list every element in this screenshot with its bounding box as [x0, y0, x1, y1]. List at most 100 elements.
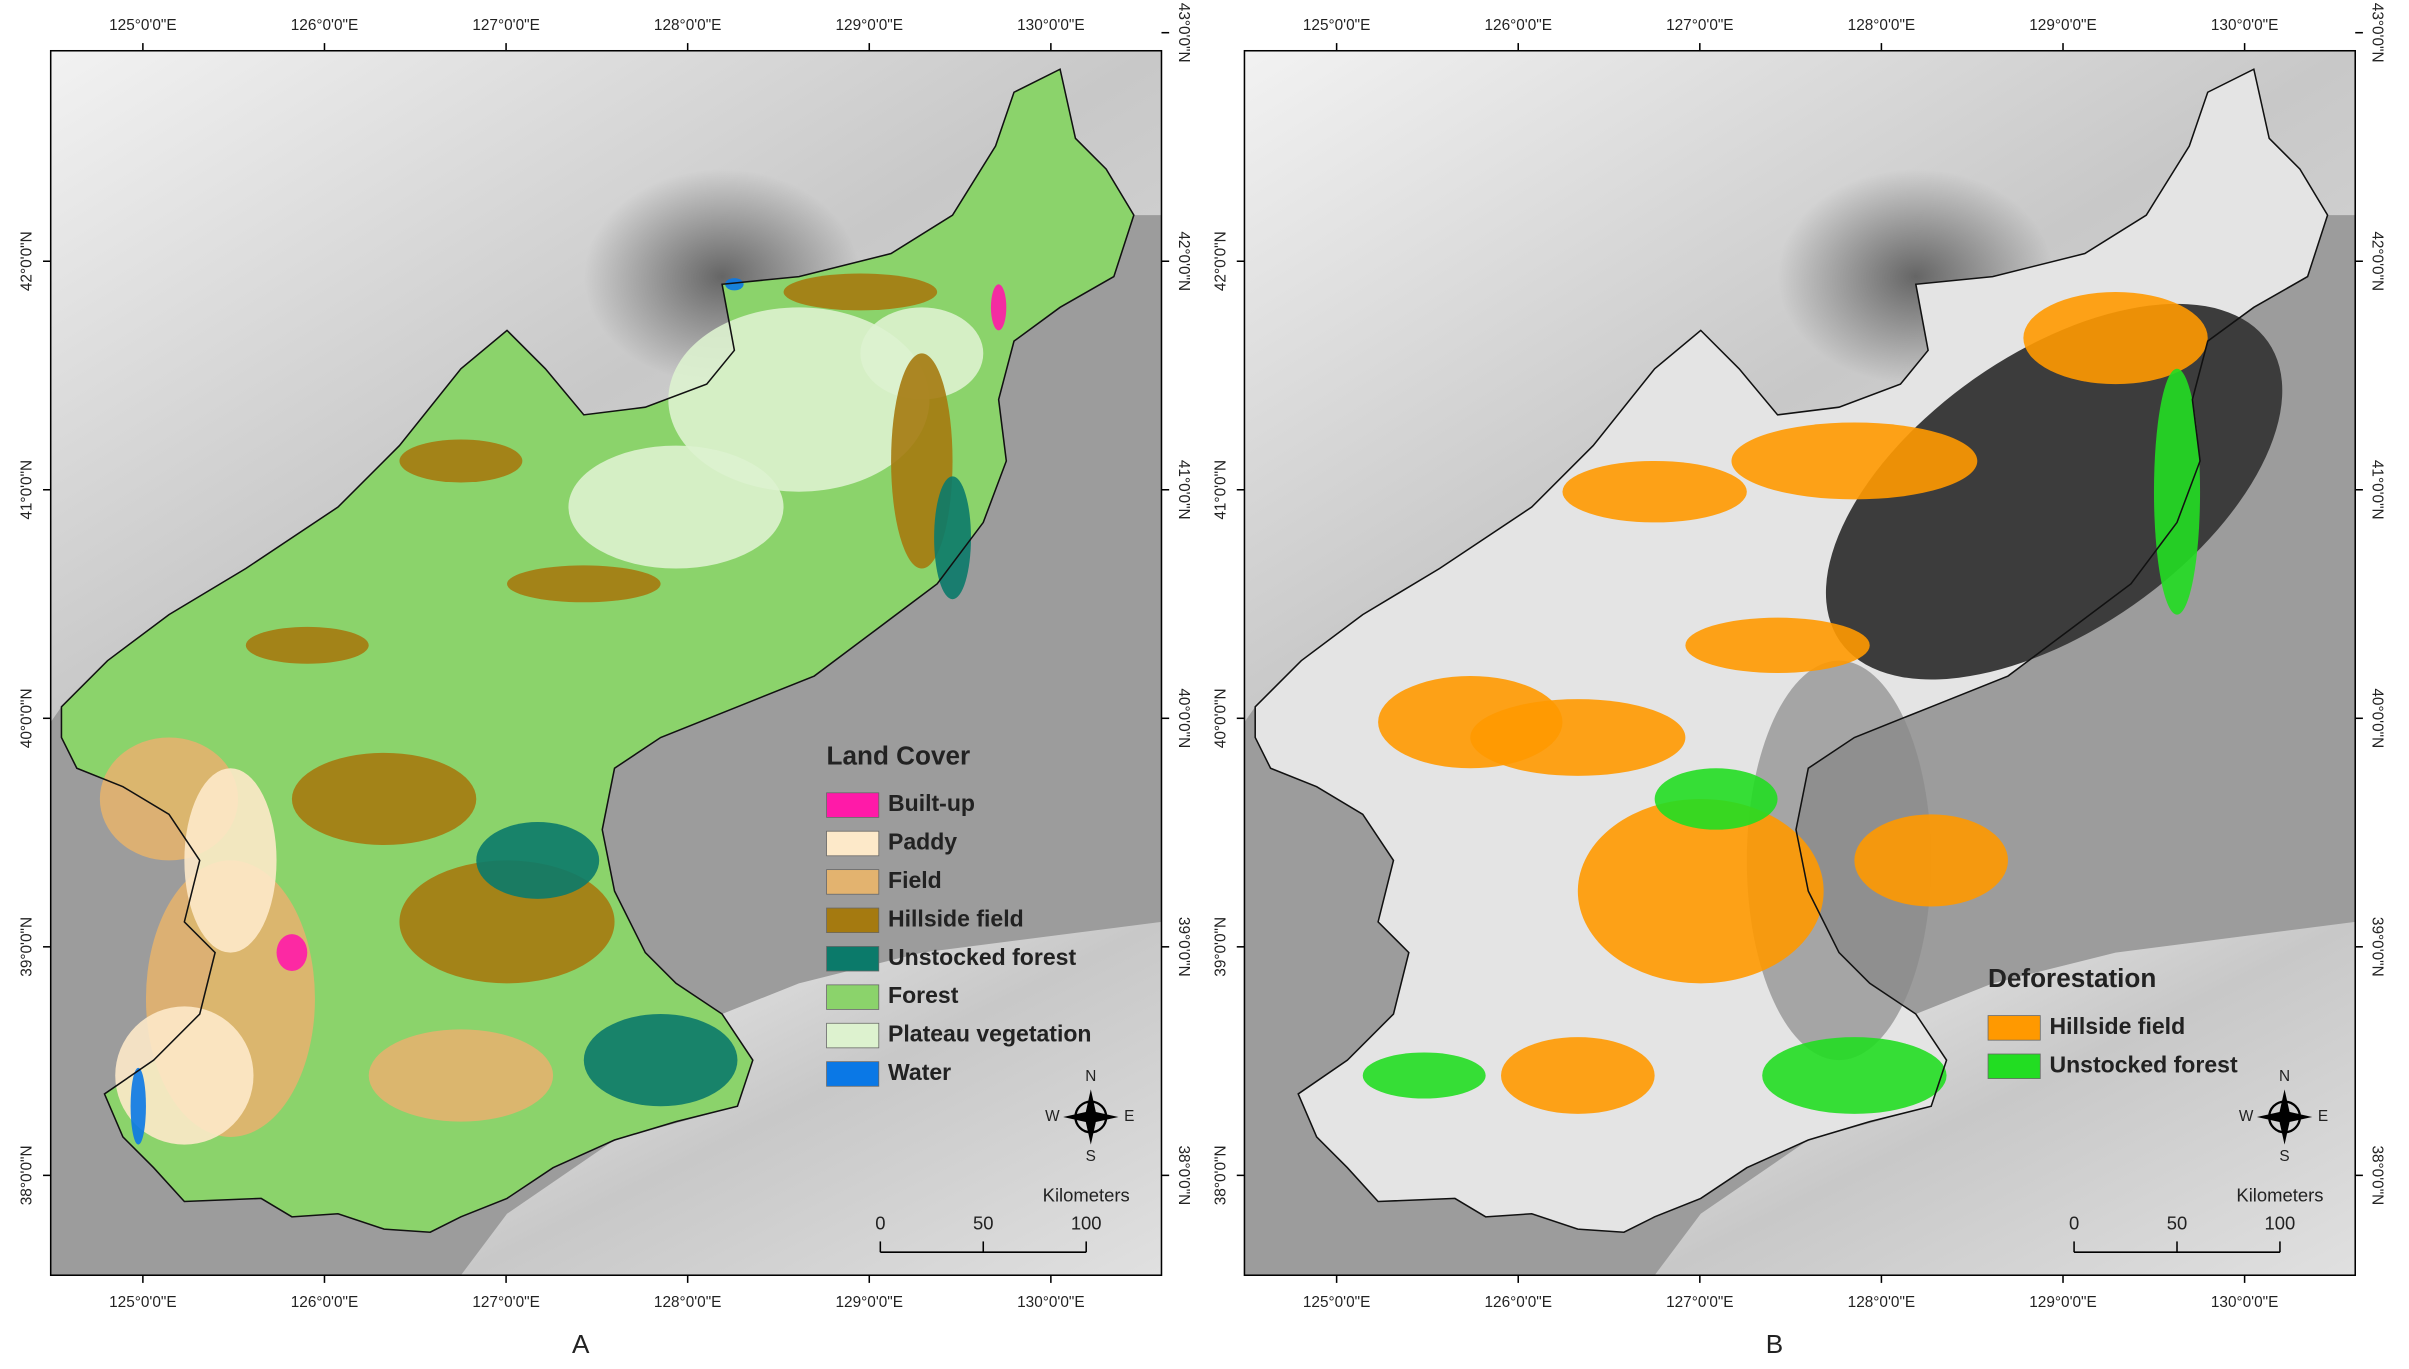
land-patch: [934, 476, 971, 600]
land-patch: [1562, 460, 1747, 523]
land-patch: [1731, 422, 1978, 500]
compass-w: W: [1045, 1108, 1060, 1125]
compass-e: E: [1124, 1108, 1134, 1125]
lat-label: 40°0'0"N: [1212, 688, 1229, 748]
lat-label: 39°0'0"N: [19, 917, 36, 977]
legend-label: Unstocked forest: [2049, 1051, 2237, 1077]
land-patch: [506, 565, 661, 603]
lat-label: 43°0'0"N: [2369, 3, 2386, 63]
land-patch: [583, 1014, 738, 1107]
legend-title: Land Cover: [827, 740, 971, 770]
legend-swatch: [826, 869, 880, 895]
lon-label: 130°0'0"E: [1017, 1294, 1084, 1311]
land-patch: [725, 278, 744, 291]
lat-label: 38°0'0"N: [1212, 1145, 1229, 1205]
lat-label: 38°0'0"N: [2369, 1145, 2386, 1205]
lat-label: 41°0'0"N: [19, 460, 36, 520]
lat-label: 40°0'0"N: [19, 688, 36, 748]
lon-label: 125°0'0"E: [109, 17, 176, 34]
lat-label: 41°0'0"N: [1212, 460, 1229, 520]
country-outline: [60, 68, 1135, 1233]
scale-label: 0: [2069, 1212, 2079, 1233]
land-patch: [783, 273, 938, 311]
land-patch: [1378, 676, 1563, 769]
compass-needle: [2256, 1089, 2313, 1145]
lon-label: 130°0'0"E: [2211, 1294, 2278, 1311]
lat-label: 38°0'0"N: [1175, 1145, 1192, 1205]
lat-label: 39°0'0"N: [1175, 917, 1192, 977]
compass-w: W: [2239, 1108, 2254, 1125]
lon-label: 127°0'0"E: [472, 1294, 539, 1311]
lon-label: 126°0'0"E: [1484, 17, 1551, 34]
lat-label: 42°0'0"N: [19, 231, 36, 291]
compass-s: S: [1086, 1148, 1096, 1165]
lat-label: 38°0'0"N: [19, 1145, 36, 1205]
land-patch: [860, 307, 984, 400]
lon-label: 128°0'0"E: [654, 17, 721, 34]
land-patch: [2153, 368, 2201, 615]
land-patch: [1654, 768, 1778, 830]
lon-label: 130°0'0"E: [2211, 17, 2278, 34]
frame: [49, 49, 1163, 1276]
legend-label: Forest: [888, 982, 959, 1008]
compass-e: E: [2318, 1108, 2328, 1125]
legend-label: Unstocked forest: [888, 944, 1076, 970]
legend-label: Hillside field: [888, 905, 1024, 931]
lon-label: 128°0'0"E: [654, 1294, 721, 1311]
lon-label: 127°0'0"E: [1666, 17, 1733, 34]
terrain: [50, 50, 1162, 723]
lat-label: 41°0'0"N: [2369, 460, 2386, 520]
frame: [1243, 49, 2356, 1276]
land-patch: [1501, 1037, 1655, 1114]
land-patch: [1577, 798, 1824, 984]
land-patch: [1362, 1052, 1486, 1099]
lon-label: 128°0'0"E: [1848, 17, 1915, 34]
legend-swatch: [826, 984, 880, 1010]
land-patch: [568, 445, 784, 569]
lon-label: 125°0'0"E: [109, 1294, 176, 1311]
land-patch: [368, 1029, 554, 1122]
legend-label: Built-up: [888, 790, 975, 816]
terrain: [1654, 921, 2356, 1276]
lon-label: 129°0'0"E: [2029, 17, 2096, 34]
lon-label: 129°0'0"E: [836, 1294, 903, 1311]
scale-label: 50: [2167, 1212, 2187, 1233]
panel-caption: B: [1766, 1329, 1783, 1359]
scale-label: 100: [1071, 1212, 1102, 1233]
map-panel: 125°0'0"E 125°0'0"E 126°0'0"E 126°0'0"E 127°…: [19, 3, 1192, 1359]
terrain: [460, 921, 1162, 1276]
compass-n: N: [1085, 1068, 1096, 1085]
lon-label: 130°0'0"E: [1017, 17, 1084, 34]
land-patch: [115, 1006, 254, 1145]
lat-label: 42°0'0"N: [1212, 231, 1229, 291]
scale-label: 100: [2265, 1212, 2296, 1233]
lat-label: 40°0'0"N: [2369, 688, 2386, 748]
terrain: [1244, 50, 2356, 723]
land-patch: [130, 1067, 146, 1145]
lon-label: 125°0'0"E: [1303, 17, 1370, 34]
map-body: [50, 50, 1162, 1276]
lon-label: 126°0'0"E: [291, 17, 358, 34]
compass: N S W E: [1045, 1068, 1134, 1165]
lon-label: 127°0'0"E: [472, 17, 539, 34]
legend-swatch: [1987, 1053, 2041, 1079]
legend-label: Field: [888, 867, 942, 893]
land-patch: [2023, 291, 2208, 385]
land-patch: [476, 822, 600, 899]
legend-swatch: [826, 830, 880, 857]
land-patch: [399, 439, 523, 483]
land-patch: [1854, 814, 2009, 907]
country-outline: [1254, 68, 2329, 1233]
scale-unit: Kilometers: [1043, 1185, 1130, 1206]
mountains: [1746, 660, 1932, 1061]
compass: N S W E: [2239, 1068, 2328, 1165]
scale-unit: Kilometers: [2236, 1185, 2323, 1206]
scale-label: 0: [875, 1212, 885, 1233]
legend-label: Plateau vegetation: [888, 1021, 1092, 1047]
lat-label: 39°0'0"N: [2369, 917, 2386, 977]
lon-label: 129°0'0"E: [2029, 1294, 2096, 1311]
legend-swatch: [826, 1061, 880, 1087]
compass-n: N: [2279, 1068, 2290, 1085]
land-patch: [1762, 1037, 1947, 1114]
